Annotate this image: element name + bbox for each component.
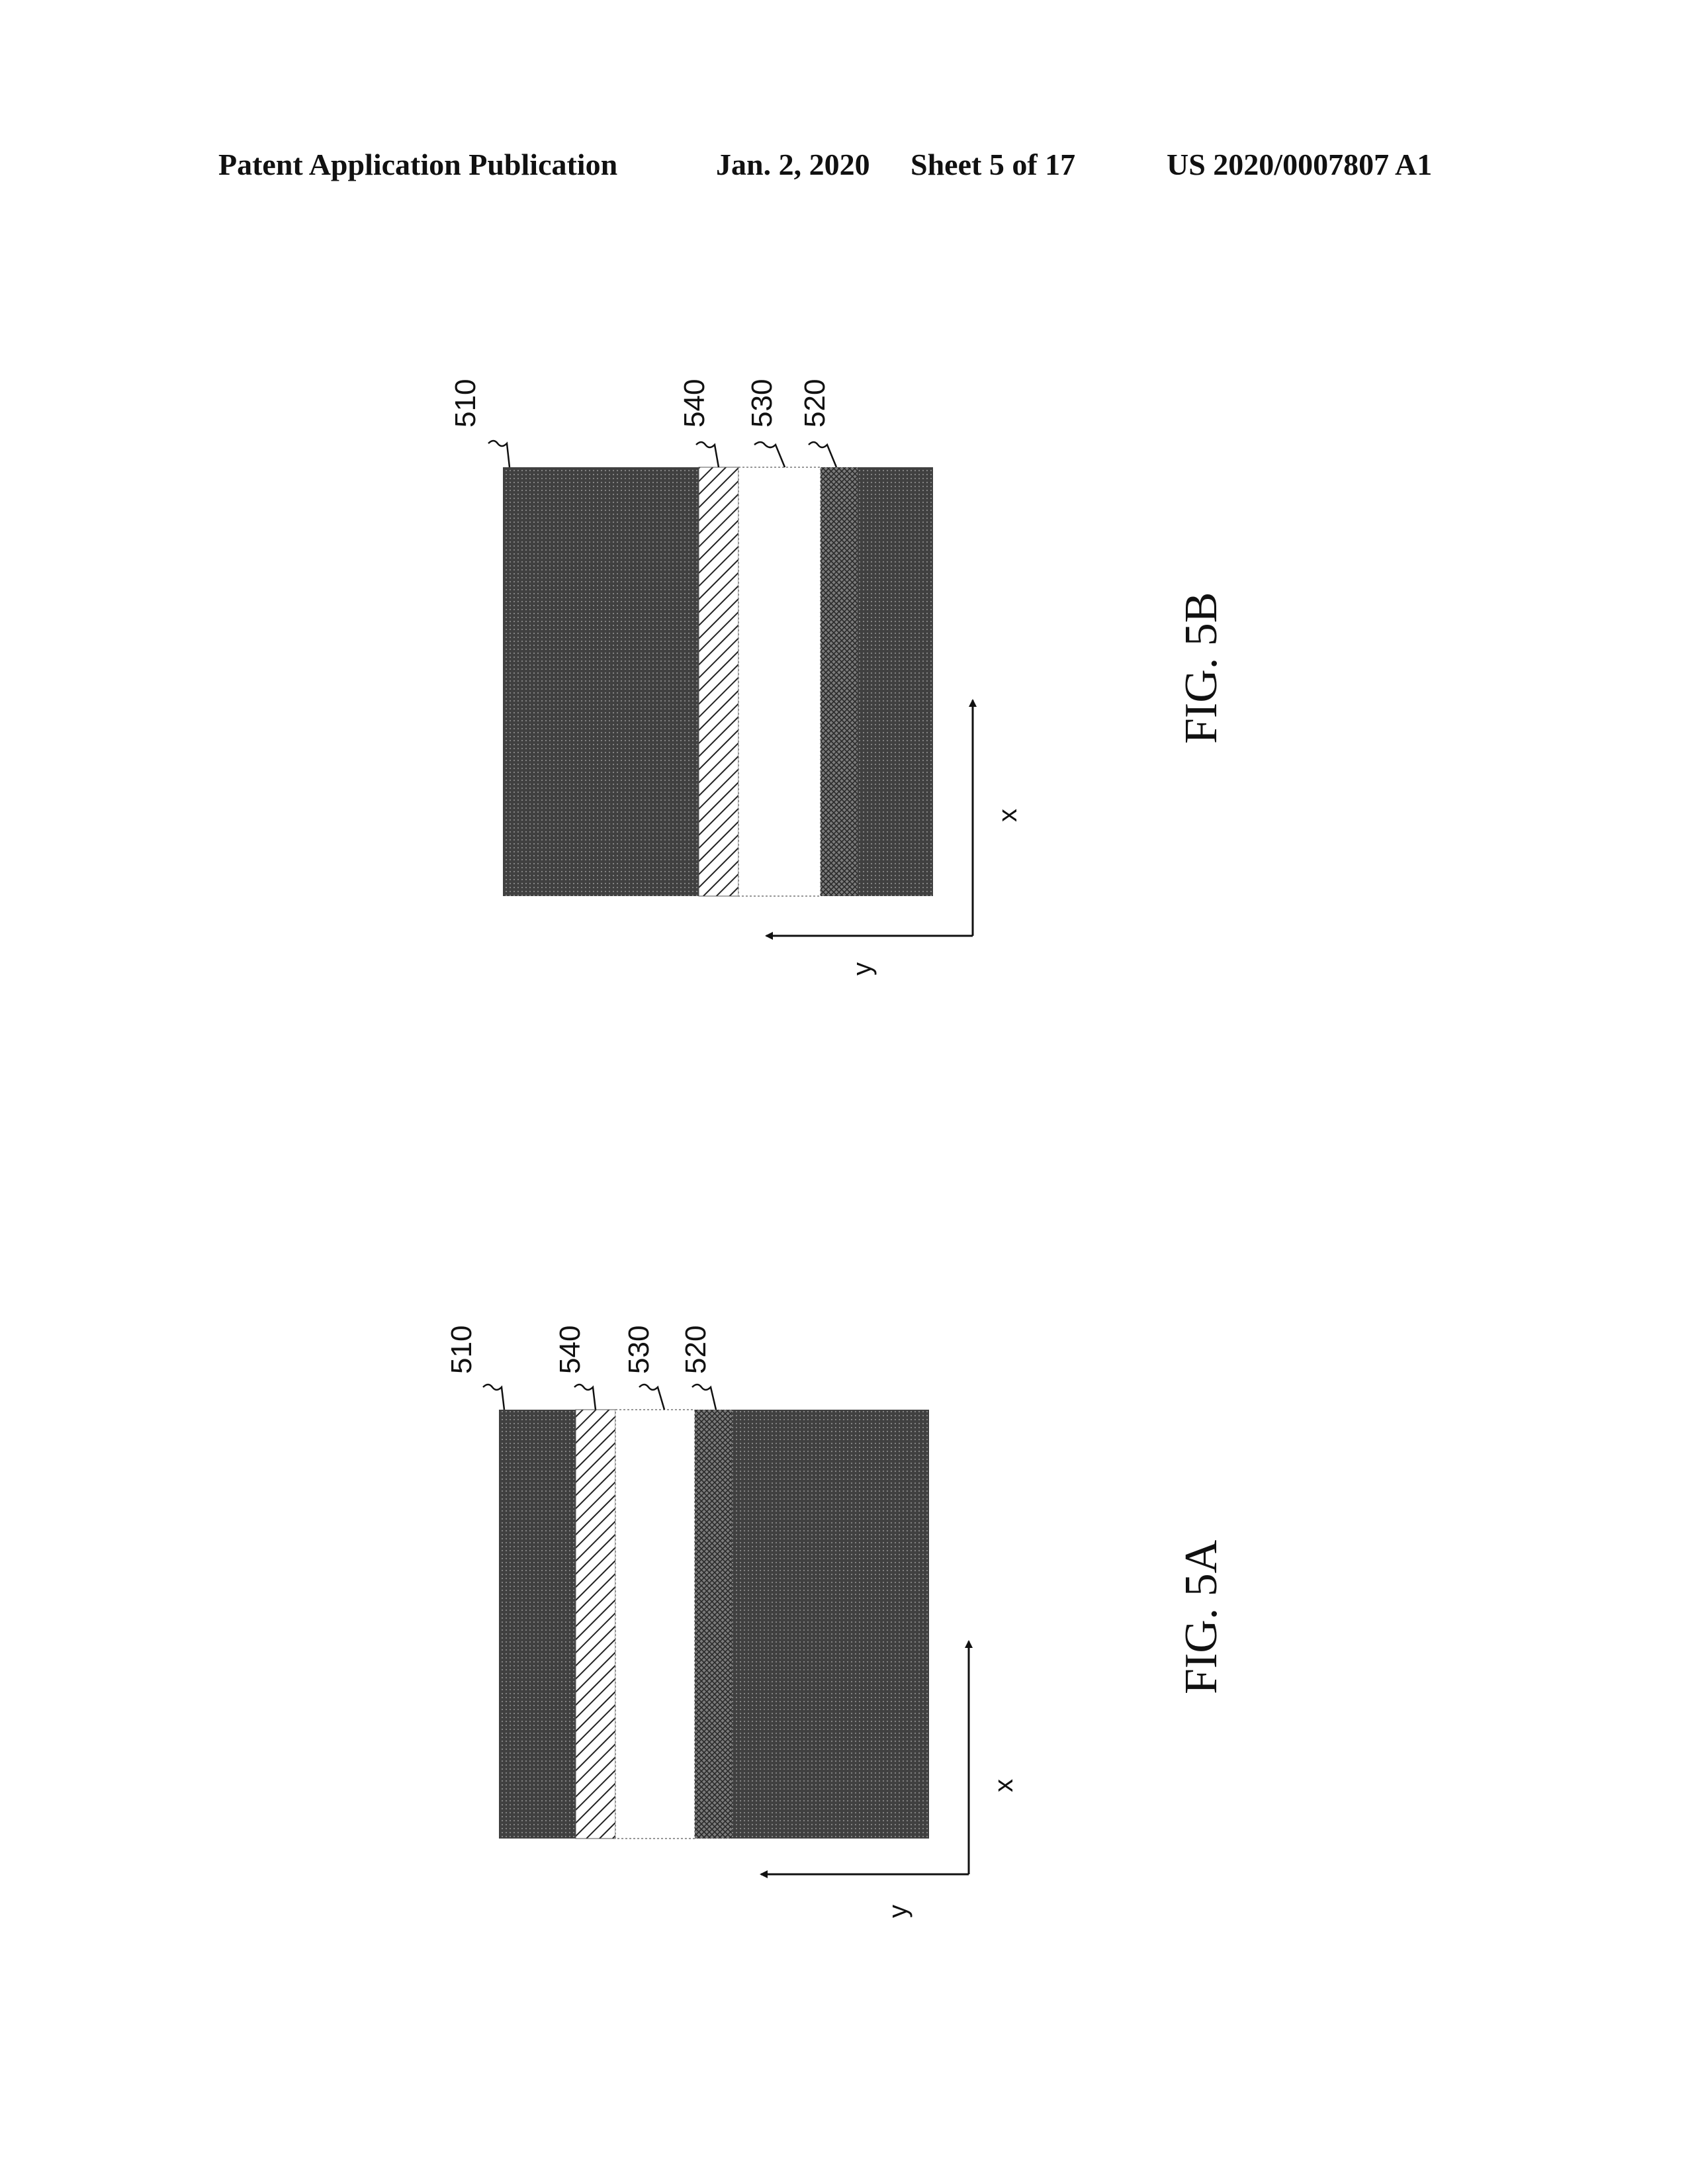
ref-label-520: 520 [680, 1326, 712, 1374]
patent-number: US 2020/0007807 A1 [1167, 148, 1433, 181]
x-axis-label: x [989, 1779, 1018, 1792]
figure-caption-5b: FIG. 5B [1176, 592, 1227, 744]
layer-510-band [499, 1410, 576, 1839]
ref-label-530: 530 [623, 1326, 655, 1374]
x-axis-label: x [993, 809, 1022, 822]
layer-540-band [575, 1409, 616, 1839]
ref-label-510: 510 [445, 1326, 478, 1374]
ref-label-510: 510 [449, 379, 482, 428]
y-axis-label: y [883, 1905, 913, 1918]
leader-530 [754, 441, 786, 468]
ref-label-540: 540 [554, 1326, 586, 1374]
figure-5a: 510 540 530 520 x y FIG. 5A [445, 1326, 1227, 1918]
leader-520 [808, 441, 838, 468]
leader-540 [695, 441, 720, 468]
ref-label-520: 520 [799, 379, 831, 428]
ref-label-530: 530 [746, 379, 778, 428]
leader-540 [574, 1383, 597, 1410]
figure-caption-5a: FIG. 5A [1176, 1539, 1227, 1694]
layer-510-band [503, 467, 699, 896]
layer-530-band [738, 467, 821, 897]
layer-520-band [821, 467, 858, 896]
layer-510-band-right [858, 467, 933, 896]
leader-520 [691, 1383, 717, 1410]
layer-520-band [695, 1410, 732, 1839]
leader-510 [488, 439, 511, 468]
page-header: Patent Application Publication Jan. 2, 2… [0, 147, 1694, 187]
publication-title: Patent Application Publication [218, 148, 618, 181]
leader-510 [482, 1383, 506, 1410]
ref-label-540: 540 [678, 379, 711, 428]
sheet-number: Sheet 5 of 17 [911, 148, 1076, 181]
y-axis-label: y [848, 962, 877, 976]
leader-530 [639, 1383, 666, 1410]
publication-date: Jan. 2, 2020 [716, 148, 870, 181]
layer-510-band-right [732, 1410, 929, 1839]
layer-530-band [615, 1409, 695, 1839]
figure-5b: 510 540 530 520 x y FIG. 5B [449, 379, 1227, 976]
layer-540-band [698, 467, 739, 897]
